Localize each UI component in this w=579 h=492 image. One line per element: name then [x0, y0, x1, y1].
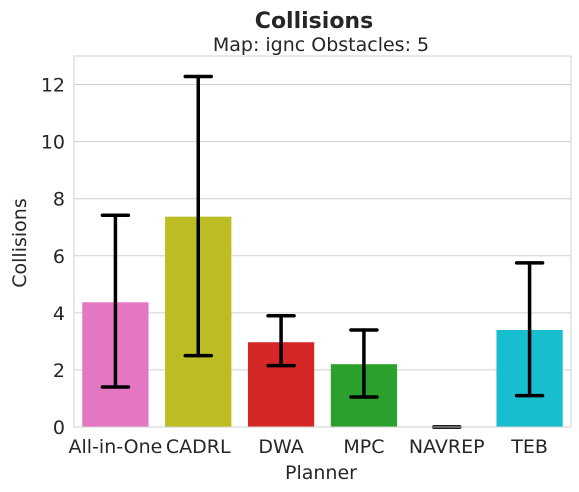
y-tick-label: 10	[41, 132, 65, 154]
x-tick-label: CADRL	[166, 436, 231, 458]
x-tick-label: NAVREP	[409, 436, 485, 458]
plot-frame	[73, 55, 572, 428]
grid-lines	[74, 84, 571, 428]
y-tick-label: 8	[53, 189, 65, 211]
y-tick-label: 4	[53, 303, 65, 325]
y-tick-label: 0	[53, 417, 65, 439]
x-tick-label: MPC	[343, 436, 384, 458]
x-axis-label: Planner	[285, 462, 357, 484]
error-bars	[100, 74, 545, 429]
x-tick-label: All-in-One	[69, 436, 163, 458]
y-tick-label: 2	[53, 360, 65, 382]
x-tick-label: TEB	[510, 436, 548, 458]
x-tick-label: DWA	[258, 436, 303, 458]
x-tick-labels: All-in-One CADRL DWA MPC NAVREP TEB	[69, 436, 548, 458]
y-tick-label: 12	[41, 75, 65, 97]
chart-title: Collisions	[255, 9, 373, 34]
bars	[82, 216, 563, 427]
y-tick-labels: 0 2 4 6 8 10 12	[41, 75, 65, 439]
y-tick-label: 6	[53, 246, 65, 268]
chart-subtitle: Map: ignc Obstacles: 5	[213, 34, 429, 56]
y-axis-label: Collisions	[9, 198, 31, 287]
